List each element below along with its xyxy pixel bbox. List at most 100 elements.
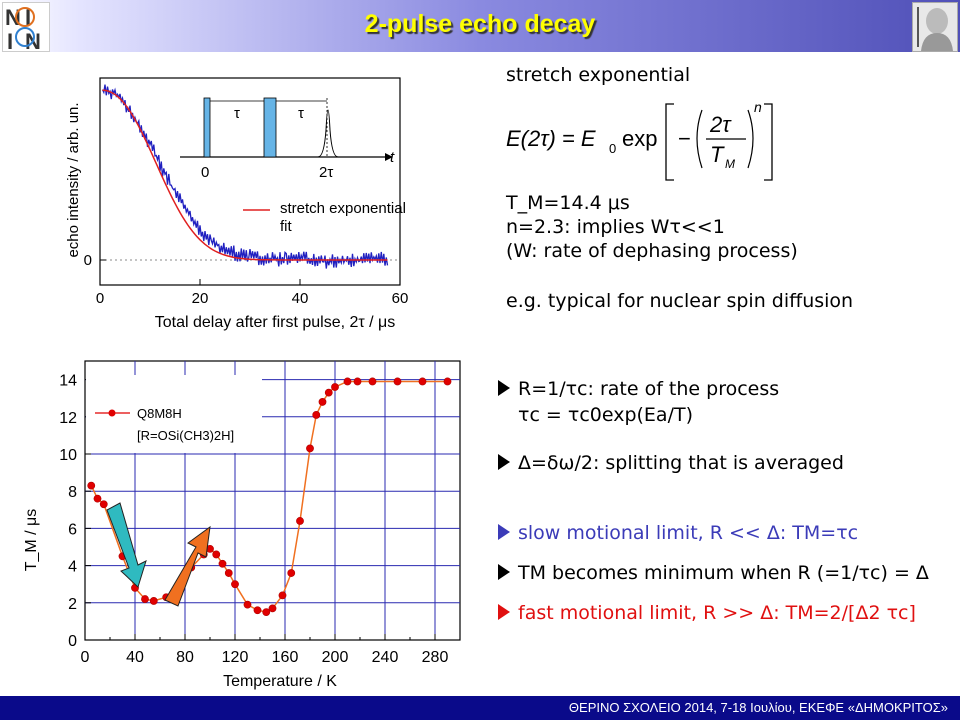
x-tick-label: 280 <box>422 649 449 666</box>
tm-data-point <box>393 377 402 386</box>
pulse-2 <box>263 97 277 158</box>
y-tick-label: 0 <box>84 252 92 269</box>
legend-label: Q8M8H <box>137 406 182 421</box>
bullet-text: τc = τc0exp(Ea/T) <box>518 404 693 426</box>
bullet-slow-limit: slow motional limit, R << Δ: TM=τc <box>498 522 858 544</box>
x-tick-label: 0 <box>81 649 90 666</box>
tm-data-point <box>287 569 296 577</box>
tm-data-point <box>306 444 314 453</box>
legend-marker <box>108 409 116 417</box>
tm-data-point <box>324 388 333 397</box>
x-tick-label: 60 <box>392 290 409 307</box>
bullet-text: R=1/τc: rate of the process <box>518 378 780 400</box>
formula-heading: stretch exponential <box>506 64 691 86</box>
bullet-text: Δ=δω/2: splitting that is averaged <box>518 452 844 474</box>
y-tick-label: 2 <box>68 596 77 613</box>
y-tick-label: 14 <box>59 373 77 390</box>
y-axis-label: echo intensity / arb. un. <box>65 102 82 257</box>
tm-data-point <box>243 600 252 609</box>
tm-data-point <box>312 411 321 419</box>
tau-label-1: τ <box>234 105 240 122</box>
formula-numerator: 2τ <box>709 112 732 137</box>
tm-data-point <box>141 595 149 603</box>
bullet-triangle-icon <box>498 564 510 580</box>
bullet-fast-limit: fast motional limit, R >> Δ: TM=2/[Δ2 τc… <box>498 602 916 624</box>
tm-data-point <box>443 377 452 386</box>
orange-arrow <box>164 525 211 607</box>
tm-data-point <box>331 383 339 391</box>
slide-title: 2-pulse echo decay <box>364 10 596 38</box>
logo-letter-3: I <box>7 29 13 51</box>
dephasing-line: (W: rate of dephasing process) <box>506 240 798 262</box>
footer-bar: ΘΕΡΙΝΟ ΣΧΟΛΕΙΟ 2014, 7-18 Ιουλίου, ΕΚΕΦΕ… <box>0 696 960 720</box>
tm-data-point <box>278 591 287 600</box>
bullet-text: fast motional limit, R >> Δ: TM=2/[Δ2 τc… <box>518 602 916 624</box>
bullet-triangle-icon <box>498 604 510 620</box>
y-tick-label: 8 <box>68 484 77 501</box>
legend-sublabel: [R=OSi(CH3)2H] <box>137 428 234 443</box>
x-tick-label: 160 <box>272 649 299 666</box>
y-tick-label: 4 <box>68 559 77 576</box>
fit-curve <box>102 89 388 261</box>
x-axis-label: Total delay after first pulse, 2τ / μs <box>155 314 396 331</box>
y-tick-label: 0 <box>68 633 77 650</box>
tm-data-point <box>343 377 352 386</box>
x-tick-label: 80 <box>176 649 194 666</box>
bullet-text: TM becomes minimum when R (=1/τc) = Δ <box>518 562 929 584</box>
tm-data-point <box>231 580 239 589</box>
tau-label-2: τ <box>298 105 304 122</box>
tm-data-point <box>418 377 427 386</box>
formula-e0-sub: 0 <box>609 141 616 156</box>
stretch-exponential-formula: E(2τ) = E 0 exp − 2τ T M n <box>506 99 773 181</box>
bullet-triangle-icon <box>498 380 510 396</box>
svg-text:−: − <box>678 126 691 151</box>
x-tick-label: 40 <box>126 649 144 666</box>
header-bar <box>0 0 960 52</box>
x-tick-label: 240 <box>372 649 399 666</box>
y-tick-label: 6 <box>68 521 77 538</box>
tm-data-point <box>262 608 271 616</box>
bullet-rate: R=1/τc: rate of the process <box>498 378 779 400</box>
formula-lhs: E(2τ) = E <box>506 126 596 151</box>
x-tick-label: 40 <box>292 290 309 307</box>
tm-temperature-chart: 0 40 80 120 160 200 240 280 0 2 4 6 8 10 12 14 Temperat… <box>23 360 461 690</box>
tm-data-point <box>93 494 102 503</box>
bullet-triangle-icon <box>498 454 510 470</box>
y-axis-label: T_M / μs <box>23 509 40 572</box>
tm-data-point <box>296 517 304 525</box>
plot-frame <box>99 77 401 286</box>
x-tick-label: 200 <box>322 649 349 666</box>
n-value-line: n=2.3: implies Wτ<<1 <box>506 216 725 238</box>
formula-exponent: n <box>754 99 762 115</box>
tm-data-point <box>353 377 362 386</box>
x-tick-label: 0 <box>96 290 104 307</box>
x-tick-label: 20 <box>192 290 209 307</box>
tm-data-point <box>149 597 158 605</box>
formula-den-sub: M <box>725 157 735 171</box>
formula-exp: exp <box>622 126 657 151</box>
cyan-arrow <box>106 502 147 588</box>
tm-data-point <box>268 604 277 613</box>
bust-icon <box>917 7 953 51</box>
x-axis-label: Temperature / K <box>223 673 337 690</box>
bullet-triangle-icon <box>498 524 510 540</box>
tm-data-point <box>87 481 96 490</box>
tm-data-point <box>368 377 377 386</box>
y-tick-label: 12 <box>59 410 77 427</box>
tm-data-point <box>253 606 262 615</box>
institute-logo: N I I N <box>2 2 50 54</box>
bullet-splitting: Δ=δω/2: splitting that is averaged <box>498 452 844 474</box>
tm-value: T_M=14.4 μs <box>506 192 630 214</box>
pulse-1 <box>203 97 211 158</box>
tm-data-point <box>318 398 327 406</box>
tm-series-line <box>90 380 448 613</box>
echo-decay-chart: 0 20 40 60 0 Total delay after first pulse, … <box>65 77 409 331</box>
tm-data-point <box>224 569 233 577</box>
legend-label: stretch exponential fit <box>280 200 406 235</box>
tm-data-point <box>212 550 221 559</box>
democritos-logo <box>912 2 958 52</box>
pulse-sequence-inset: τ τ 0 2τ t <box>180 97 395 181</box>
bullet-text: slow motional limit, R << Δ: TM=τc <box>518 522 859 544</box>
footer-text: ΘΕΡΙΝΟ ΣΧΟΛΕΙΟ 2014, 7-18 Ιουλίου, ΕΚΕΦΕ… <box>568 700 948 715</box>
inset-tick-2tau: 2τ <box>319 164 333 181</box>
